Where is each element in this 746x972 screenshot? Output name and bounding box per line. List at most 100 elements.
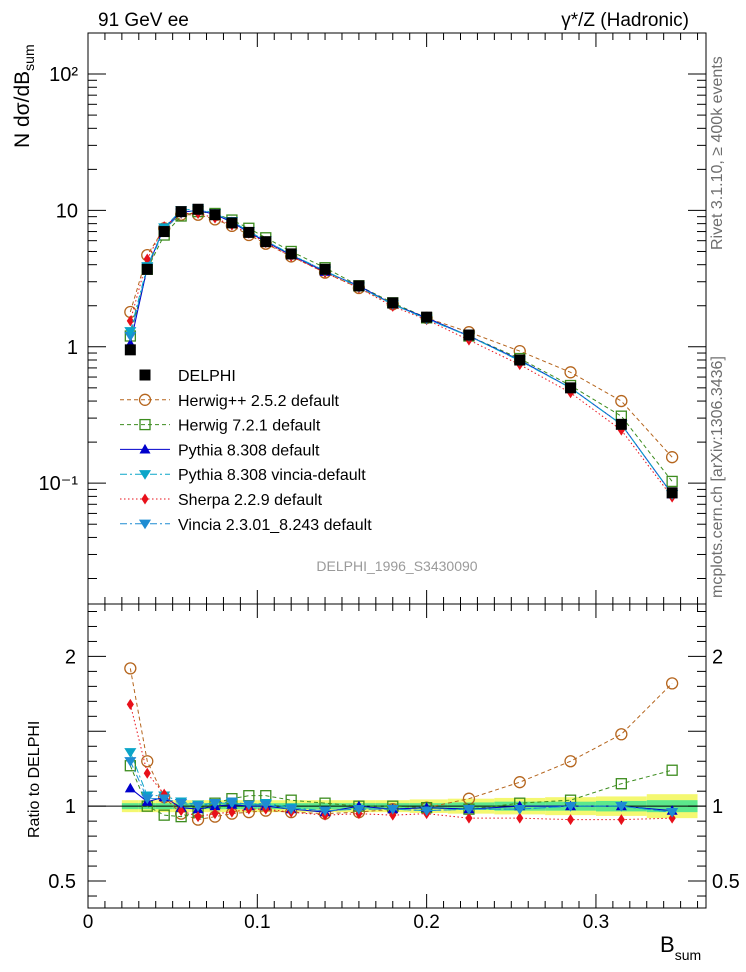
legend-item: Herwig++ 2.5.2 default: [120, 393, 340, 410]
data-point: [421, 311, 433, 323]
ratio-point: [259, 800, 272, 811]
ratio-point: [564, 802, 577, 812]
ratio-point: [228, 806, 236, 818]
legend-marker: [138, 470, 152, 480]
x-tick-label: 0.1: [244, 912, 270, 933]
ratio-point: [208, 799, 222, 809]
y-tick-label: 10: [56, 200, 78, 222]
ratio-point: [615, 778, 627, 790]
ratio-point: [143, 767, 151, 779]
ratio-point: [615, 802, 628, 812]
data-point: [260, 236, 272, 248]
ratio-point: [158, 794, 171, 805]
legend-marker: [139, 443, 151, 454]
data-point: [353, 280, 365, 292]
data-point: [666, 475, 678, 488]
legend-label: Herwig++ 2.5.2 default: [178, 393, 340, 410]
ratio-y-tick-label: 1: [65, 796, 76, 818]
data-point: [175, 206, 187, 218]
ratio-y-tick-label: 2: [65, 646, 76, 668]
ratio-point: [420, 806, 433, 817]
data-point: [126, 315, 134, 327]
ratio-y-tick-label-right: 1: [712, 796, 723, 818]
data-point: [617, 424, 625, 436]
y-tick-label: 10⁻¹: [39, 473, 79, 495]
ratio-point: [668, 812, 676, 824]
legend-label: Vincia 2.3.01_8.243 default: [178, 517, 372, 534]
ratio-point: [124, 662, 137, 675]
header-right: γ*/Z (Hadronic): [561, 10, 689, 31]
data-point: [209, 209, 221, 221]
data-point: [565, 382, 577, 394]
ratio-y-tick-label: 0.5: [48, 871, 76, 893]
legend-label: Herwig 7.2.1 default: [178, 418, 321, 435]
ratio-point: [175, 799, 188, 809]
x-tick-label: 0.3: [583, 912, 609, 933]
legend-marker: [138, 393, 152, 406]
ratio-point: [126, 698, 134, 710]
ratio-point: [192, 802, 205, 812]
data-point: [285, 248, 297, 260]
ratio-point: [462, 805, 476, 815]
ratio-point: [465, 812, 473, 824]
data-point: [226, 217, 238, 229]
legend-marker: [139, 369, 151, 381]
ratio-y-tick-label-right: 2: [712, 646, 723, 668]
x-axis-label: Bsum: [660, 932, 701, 963]
legend-item: Pythia 8.308 default: [120, 442, 320, 459]
legend-item: Sherpa 2.2.9 default: [120, 492, 323, 509]
data-point: [564, 366, 577, 379]
ratio-point: [666, 764, 678, 776]
ratio-point: [516, 812, 524, 824]
legend-label: Pythia 8.308 vincia-default: [178, 467, 366, 484]
data-point: [463, 329, 475, 341]
ratio-point: [124, 748, 137, 758]
ratio-point: [666, 808, 679, 818]
ratio-point: [285, 805, 298, 815]
data-point: [666, 487, 678, 499]
ratio-y-tick-label-right: 0.5: [712, 871, 740, 893]
main-panel: 10² 10 1 10⁻¹: [39, 32, 707, 908]
ratio-point: [615, 728, 628, 741]
ratio-point: [124, 757, 137, 767]
ratio-point: [389, 809, 397, 821]
data-point: [319, 263, 331, 275]
legend-label: DELPHI: [178, 368, 236, 385]
ratio-point: [242, 800, 255, 811]
data-point: [158, 226, 170, 238]
legend-marker: [138, 519, 152, 530]
data-point: [665, 451, 679, 464]
legend: DELPHI Herwig++ 2.5.2 default Herwig 7.2.1…: [120, 368, 372, 534]
side-label-top: Rivet 3.1.10, ≥ 400k events: [709, 56, 726, 250]
ratio-point: [225, 797, 238, 808]
data-point: [615, 418, 627, 430]
data-point: [387, 297, 399, 309]
ratio-point: [141, 755, 154, 768]
ratio-point: [352, 805, 365, 815]
legend-marker: [141, 493, 149, 505]
legend-label: Pythia 8.308 default: [178, 442, 320, 459]
ratio-point: [141, 794, 154, 805]
data-point: [192, 203, 204, 215]
ratio-point: [564, 755, 577, 768]
ratio-point: [617, 814, 625, 826]
ratio-point: [513, 776, 526, 789]
ratio-point: [513, 805, 526, 815]
x-tick-label: 0.2: [413, 912, 439, 933]
legend-item: Herwig 7.2.1 default: [120, 418, 321, 435]
analysis-label: DELPHI_1996_S3430090: [316, 558, 477, 574]
main-ylabel: N dσ/dBsum: [11, 44, 37, 148]
data-point: [243, 226, 255, 238]
ratio-point: [386, 805, 399, 815]
data-point: [124, 344, 136, 356]
legend-item: Vincia 2.3.01_8.243 default: [120, 517, 372, 534]
data-point: [141, 263, 153, 275]
x-tick-label: 0: [83, 912, 94, 933]
ratio-ylabel: Ratio to DELPHI: [26, 721, 43, 838]
ratio-panel: 0 0.1 0.2 0.3 0.5 0.5 1 1 2 2: [48, 603, 740, 933]
ratio-point: [566, 814, 575, 826]
side-label-bottom: mcplots.cern.ch [arXiv:1306.3436]: [709, 356, 726, 598]
data-point: [124, 327, 137, 337]
legend-item: DELPHI: [139, 368, 236, 385]
